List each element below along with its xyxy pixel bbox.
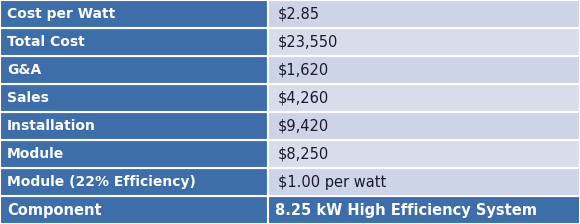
Text: $9,420: $9,420 bbox=[278, 118, 329, 134]
Text: 8.25 kW High Efficiency System: 8.25 kW High Efficiency System bbox=[275, 202, 537, 218]
Bar bbox=[268, 140, 580, 168]
Bar bbox=[0, 28, 268, 56]
Bar bbox=[0, 112, 268, 140]
Bar bbox=[0, 0, 268, 28]
Text: Module (22% Efficiency): Module (22% Efficiency) bbox=[7, 175, 196, 189]
Bar bbox=[268, 196, 580, 224]
Bar bbox=[268, 84, 580, 112]
Bar bbox=[0, 56, 268, 84]
Bar bbox=[0, 196, 268, 224]
Bar bbox=[0, 168, 268, 196]
Text: $2.85: $2.85 bbox=[278, 6, 320, 22]
Text: Total Cost: Total Cost bbox=[7, 35, 85, 49]
Bar bbox=[268, 168, 580, 196]
Bar bbox=[268, 0, 580, 28]
Bar bbox=[268, 56, 580, 84]
Bar bbox=[268, 28, 580, 56]
Bar bbox=[0, 84, 268, 112]
Text: $1,620: $1,620 bbox=[278, 62, 329, 78]
Text: $4,260: $4,260 bbox=[278, 90, 329, 106]
Text: Component: Component bbox=[7, 202, 101, 218]
Bar bbox=[0, 140, 268, 168]
Bar bbox=[268, 112, 580, 140]
Text: Cost per Watt: Cost per Watt bbox=[7, 7, 115, 21]
Text: $23,550: $23,550 bbox=[278, 34, 338, 50]
Text: $1.00 per watt: $1.00 per watt bbox=[278, 174, 386, 190]
Text: $8,250: $8,250 bbox=[278, 146, 329, 162]
Text: Module: Module bbox=[7, 147, 64, 161]
Text: Sales: Sales bbox=[7, 91, 49, 105]
Text: Installation: Installation bbox=[7, 119, 96, 133]
Text: G&A: G&A bbox=[7, 63, 41, 77]
